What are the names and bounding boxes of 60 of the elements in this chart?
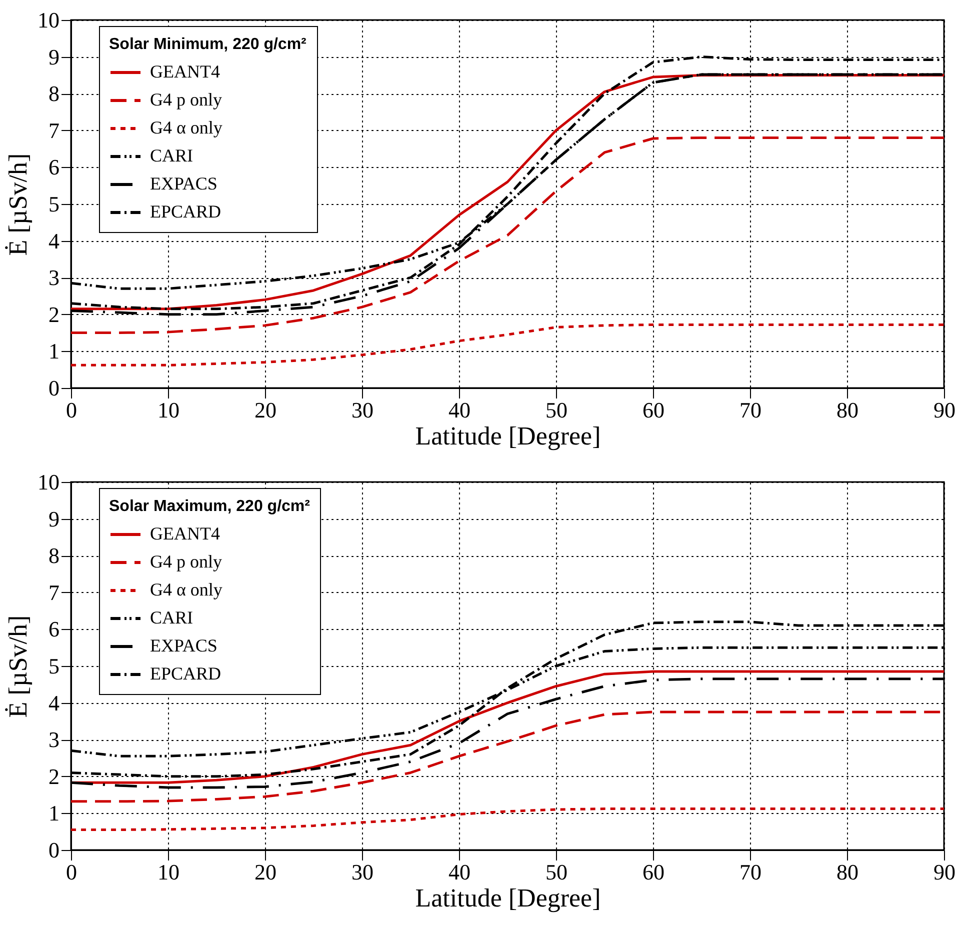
- y-tick-label: 6: [48, 154, 60, 180]
- x-tick-label: 40: [448, 860, 470, 884]
- x-tick-label: 10: [158, 860, 180, 884]
- x-tick-label: 0: [66, 860, 77, 884]
- y-tick-label: 9: [48, 506, 60, 532]
- legend-label: EXPACS: [150, 636, 218, 656]
- legend-label: G4 p only: [150, 552, 222, 572]
- y-tick-label: 1: [48, 800, 60, 826]
- x-tick-label: 70: [740, 860, 762, 884]
- y-tick-label: 9: [48, 44, 60, 70]
- x-tick-label: 30: [352, 860, 374, 884]
- y-tick-label: 7: [48, 580, 60, 605]
- legend-label: G4 p only: [150, 90, 222, 110]
- y-tick-label: 0: [48, 376, 60, 400]
- legend-title: Solar Maximum, 220 g/cm²: [109, 498, 310, 515]
- legend-label: EPCARD: [150, 664, 222, 684]
- legend-label: CARI: [150, 608, 194, 628]
- x-tick-label: 60: [642, 860, 664, 884]
- legend-title: Solar Minimum, 220 g/cm²: [109, 36, 306, 53]
- legend-label: CARI: [150, 146, 194, 166]
- y-axis-title: Ė [µSv/h]: [4, 153, 32, 256]
- y-tick-label: 5: [48, 192, 60, 216]
- x-tick-label: 40: [448, 398, 470, 422]
- x-tick-label: 70: [740, 398, 762, 422]
- legend-label: G4 α only: [150, 580, 222, 600]
- y-tick-label: 10: [38, 8, 60, 32]
- x-tick-label: 10: [158, 398, 180, 422]
- x-tick-label: 0: [66, 398, 77, 422]
- y-tick-label: 10: [38, 470, 60, 494]
- x-tick-label: 90: [934, 398, 956, 422]
- legend-label: EXPACS: [150, 174, 218, 194]
- y-tick-label: 7: [48, 118, 60, 143]
- y-axis-title: Ė [µSv/h]: [4, 615, 32, 718]
- x-axis-title: Latitude [Degree]: [415, 422, 601, 450]
- x-tick-label: 50: [546, 398, 568, 422]
- y-tick-label: 4: [48, 690, 60, 716]
- y-tick-label: 2: [48, 302, 60, 327]
- legend-label: EPCARD: [150, 202, 222, 222]
- y-tick-label: 0: [48, 838, 60, 862]
- legend-label: GEANT4: [150, 524, 220, 544]
- y-tick-label: 2: [48, 764, 60, 789]
- x-tick-label: 80: [836, 398, 858, 422]
- y-tick-label: 3: [48, 727, 60, 752]
- x-tick-label: 90: [934, 860, 956, 884]
- y-tick-label: 1: [48, 338, 60, 364]
- y-tick-label: 8: [48, 81, 60, 106]
- x-tick-label: 30: [352, 398, 374, 422]
- y-tick-label: 6: [48, 616, 60, 642]
- y-tick-label: 8: [48, 543, 60, 568]
- x-tick-label: 50: [546, 860, 568, 884]
- y-tick-label: 4: [48, 228, 60, 254]
- x-tick-label: 60: [642, 398, 664, 422]
- y-tick-label: 5: [48, 654, 60, 678]
- y-tick-label: 3: [48, 265, 60, 290]
- x-tick-label: 20: [254, 860, 276, 884]
- x-axis-title: Latitude [Degree]: [415, 884, 601, 912]
- x-tick-label: 80: [836, 860, 858, 884]
- legend-label: GEANT4: [150, 62, 220, 82]
- legend-label: G4 α only: [150, 118, 222, 138]
- x-tick-label: 20: [254, 398, 276, 422]
